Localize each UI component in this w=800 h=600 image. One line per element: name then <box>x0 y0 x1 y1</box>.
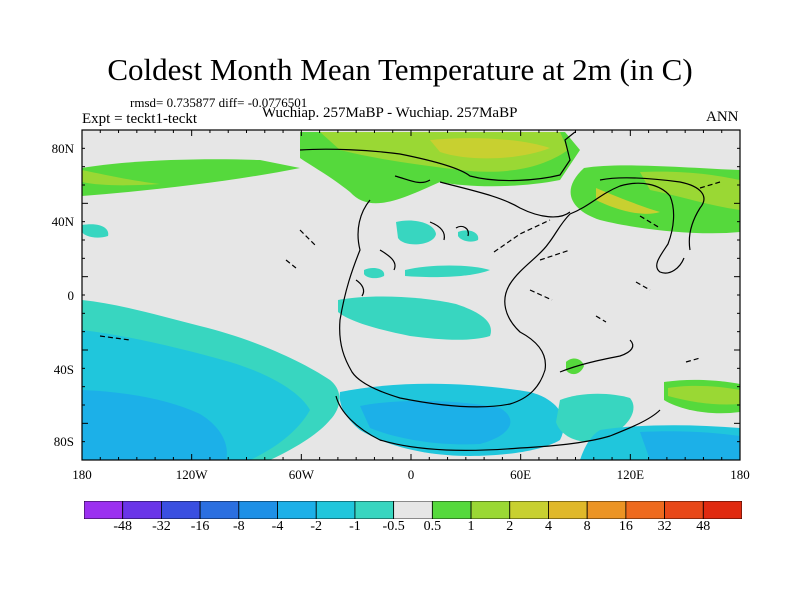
colorbar-swatch <box>122 501 162 519</box>
colorbar-label: -0.5 <box>382 519 405 534</box>
colorbar-swatch <box>548 501 588 519</box>
lat-label: 40N <box>51 214 74 229</box>
colorbar-label: -2 <box>310 519 323 534</box>
lon-label: 180 <box>72 467 92 482</box>
lon-label: 180 <box>730 467 750 482</box>
colorbar-label: -32 <box>152 519 171 534</box>
colorbar-label: 1 <box>467 519 475 534</box>
colorbar-swatch <box>509 501 549 519</box>
anomaly-region <box>640 171 740 210</box>
coastline <box>394 175 431 184</box>
colorbar-swatch <box>238 501 278 519</box>
colorbar-label: 4 <box>544 519 552 534</box>
coastline <box>335 395 661 451</box>
anomaly-region <box>338 296 491 340</box>
experiment-label: Expt = teckt1-teckt <box>82 111 198 127</box>
lon-label: 60W <box>288 467 314 482</box>
colorbar-swatch <box>586 501 627 519</box>
coastline <box>339 182 685 408</box>
anomaly-region <box>430 138 550 159</box>
colorbar-swatch <box>431 501 472 519</box>
colorbar-swatch <box>199 501 240 519</box>
subtitle: Wuchiap. 257MaBP - Wuchiap. 257MaBP <box>262 105 518 121</box>
temperature-field <box>82 132 740 460</box>
anomaly-region <box>82 224 109 238</box>
plot-title: Coldest Month Mean Temperature at 2m (in… <box>107 52 693 87</box>
colorbar-swatch <box>277 501 317 519</box>
anomaly-region <box>458 230 479 242</box>
anomaly-region <box>668 385 740 405</box>
colorbar-label: 32 <box>657 519 672 534</box>
colorbar-swatch <box>315 501 356 519</box>
colorbar-swatch <box>702 501 742 519</box>
anomaly-region <box>596 188 660 214</box>
dashed-features <box>99 181 721 363</box>
anomaly-region <box>640 431 740 460</box>
coastline <box>379 249 396 271</box>
colorbar-label: -8 <box>232 519 245 534</box>
lon-label: 120E <box>616 467 645 482</box>
lat-label: 40S <box>53 362 74 377</box>
season-label: ANN <box>706 109 739 125</box>
colorbar-label: 16 <box>618 519 633 534</box>
anomaly-region <box>360 400 511 445</box>
anomaly-region <box>405 265 490 278</box>
colorbar <box>84 501 742 519</box>
anomaly-region <box>82 390 227 460</box>
anomaly-region <box>82 159 300 196</box>
stats-label: rmsd= 0.735877 diff= -0.0776501 <box>130 95 308 110</box>
coastline <box>299 131 576 182</box>
colorbar-swatch <box>354 501 395 519</box>
coastline <box>439 181 571 218</box>
colorbar-label: 48 <box>696 519 711 534</box>
colorbar-label: -16 <box>190 519 210 534</box>
colorbar-swatch <box>84 501 124 519</box>
lon-label: 0 <box>407 467 415 482</box>
colorbar-label: -48 <box>113 519 133 534</box>
colorbar-swatch <box>393 501 433 519</box>
colorbar-label: 0.5 <box>423 519 442 534</box>
coastline <box>355 279 365 297</box>
anomaly-region <box>396 220 436 245</box>
lat-label: 80N <box>51 141 74 156</box>
lon-label: 60E <box>510 467 532 482</box>
coastline <box>559 339 634 373</box>
coastline <box>455 225 469 237</box>
coastlines <box>299 131 705 451</box>
lat-label: 80S <box>53 434 74 449</box>
coastline <box>599 177 705 251</box>
colorbar-swatch <box>625 501 665 519</box>
anomaly-region <box>82 170 160 186</box>
coastline <box>429 221 445 241</box>
colorbar-swatch <box>161 501 201 519</box>
colorbar-swatch <box>470 501 511 519</box>
colorbar-label: 2 <box>506 519 514 534</box>
colorbar-label: 8 <box>583 519 591 534</box>
colorbar-swatch <box>664 501 704 519</box>
lon-label: 120W <box>175 467 208 482</box>
anomaly-region <box>364 268 385 279</box>
colorbar-label: -4 <box>271 519 284 534</box>
colorbar-label: -1 <box>349 519 361 534</box>
lat-label: 0 <box>67 288 75 303</box>
